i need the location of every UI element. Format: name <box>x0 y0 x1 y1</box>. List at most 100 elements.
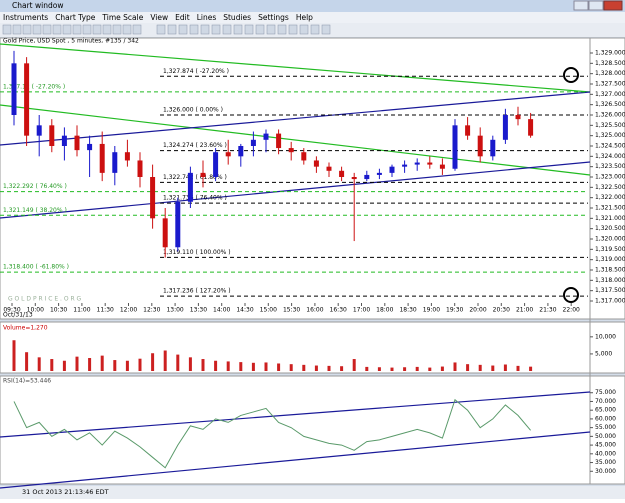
toolbar-button[interactable] <box>310 24 320 35</box>
volume-bar <box>365 366 369 371</box>
toolbar-button[interactable] <box>42 24 52 35</box>
toolbar-button[interactable] <box>52 24 62 35</box>
toolbar-button[interactable] <box>189 24 199 35</box>
marker-circle <box>563 67 579 83</box>
volume-bar <box>176 354 180 371</box>
toolbar-button[interactable] <box>2 24 12 35</box>
toolbar-button[interactable] <box>62 24 72 35</box>
rsi-line <box>13 398 531 469</box>
menu-item[interactable]: Help <box>296 13 313 22</box>
toolbar-button[interactable] <box>321 24 331 35</box>
toolbar-button[interactable] <box>167 24 177 35</box>
y-tick-label: 1,319.500 <box>595 246 625 253</box>
candle-body <box>225 152 231 157</box>
menu-item[interactable]: Settings <box>258 13 289 22</box>
volume-bar <box>377 367 381 371</box>
candle-body <box>452 125 458 169</box>
toolbar-button[interactable] <box>266 24 276 35</box>
volume-bar <box>188 357 192 371</box>
candle-body <box>414 162 420 165</box>
y-tick-label: 1,323.000 <box>595 174 625 181</box>
menu-item[interactable]: Edit <box>175 13 190 22</box>
toolbar-button[interactable] <box>211 24 221 35</box>
candle-body <box>200 172 206 177</box>
minimize-button[interactable] <box>573 0 589 11</box>
y-tick-label: 1,323.500 <box>595 163 625 170</box>
x-tick-label: 11:00 <box>73 307 90 314</box>
toolbar-button[interactable] <box>22 24 32 35</box>
menu-item[interactable]: View <box>150 13 168 22</box>
toolbar-button[interactable] <box>255 24 265 35</box>
close-button[interactable] <box>603 0 623 11</box>
candle-body <box>238 146 244 157</box>
maximize-button[interactable] <box>588 0 604 11</box>
menu-item[interactable]: Chart Type <box>55 13 96 22</box>
candle-body <box>376 172 382 175</box>
toolbar-button[interactable] <box>178 24 188 35</box>
candle-body <box>175 201 181 248</box>
menu-item[interactable]: Studies <box>223 13 251 22</box>
candle-body <box>213 152 219 177</box>
y-tick-label: 65.000 <box>595 407 616 414</box>
fib-label: 1,321.736 ( 76.40% ) <box>163 195 227 202</box>
volume-bar <box>25 352 29 371</box>
fib-label: 1,322.742 ( 61.80% ) <box>163 174 227 181</box>
y-tick-label: 35.000 <box>595 459 616 466</box>
volume-bar <box>453 362 457 371</box>
toolbar-button[interactable] <box>82 24 92 35</box>
candle-body <box>99 143 105 173</box>
candle-body <box>49 125 55 146</box>
x-tick-label: 14:30 <box>236 307 253 314</box>
toolbar-button[interactable] <box>233 24 243 35</box>
menu-item[interactable]: Lines <box>197 13 217 22</box>
volume-bar <box>466 364 470 371</box>
toolbar-button[interactable] <box>132 24 142 35</box>
candle-body <box>465 125 471 136</box>
candle-body <box>402 164 408 167</box>
price-pane <box>0 37 625 320</box>
menu-bar <box>0 12 625 23</box>
candle-body <box>515 115 521 120</box>
toolbar-button[interactable] <box>32 24 42 35</box>
toolbar-button[interactable] <box>92 24 102 35</box>
y-tick-label: 1,329.000 <box>595 50 625 57</box>
y-tick-label: 40.000 <box>595 450 616 457</box>
y-tick-label: 1,328.500 <box>595 60 625 67</box>
toolbar-button[interactable] <box>72 24 82 35</box>
chart-title: Gold Price, USD Spot , 5 minutes, #135 /… <box>3 38 139 45</box>
toolbar-button[interactable] <box>102 24 112 35</box>
candle-body <box>288 148 294 153</box>
y-tick-label: 1,317.500 <box>595 287 625 294</box>
toolbar-button[interactable] <box>200 24 210 35</box>
y-tick-label: 55.000 <box>595 424 616 431</box>
toolbar-button[interactable] <box>222 24 232 35</box>
fib-label: 1,317.236 ( 127.20% ) <box>163 288 231 295</box>
x-tick-label: 18:00 <box>376 307 393 314</box>
y-tick-label: 1,317.000 <box>595 298 625 305</box>
y-tick-label: 45.000 <box>595 442 616 449</box>
candle-body <box>36 125 42 136</box>
toolbar-button[interactable] <box>277 24 287 35</box>
menu-item[interactable]: Time Scale <box>101 13 143 22</box>
fib-label: 1,326.000 ( 0.00% ) <box>163 107 223 114</box>
toolbar-button[interactable] <box>156 24 166 35</box>
volume-bar <box>491 365 495 371</box>
candle-body <box>187 172 193 202</box>
candle-body <box>490 139 496 157</box>
y-tick-label: 1,324.000 <box>595 153 625 160</box>
y-tick-label: 1,320.000 <box>595 236 625 243</box>
y-tick-label: 1,326.500 <box>595 101 625 108</box>
x-tick-label: 21:30 <box>539 307 556 314</box>
volume-bar <box>503 364 507 371</box>
volume-bar <box>251 362 255 371</box>
toolbar-button[interactable] <box>12 24 22 35</box>
toolbar-button[interactable] <box>244 24 254 35</box>
x-tick-label: 10:00 <box>27 307 44 314</box>
x-tick-label: 10:30 <box>50 307 67 314</box>
toolbar-button[interactable] <box>112 24 122 35</box>
menu-item[interactable]: Instruments <box>3 13 48 22</box>
rsi-trend-line <box>0 431 591 489</box>
toolbar-button[interactable] <box>122 24 132 35</box>
toolbar-button[interactable] <box>288 24 298 35</box>
toolbar-button[interactable] <box>299 24 309 35</box>
